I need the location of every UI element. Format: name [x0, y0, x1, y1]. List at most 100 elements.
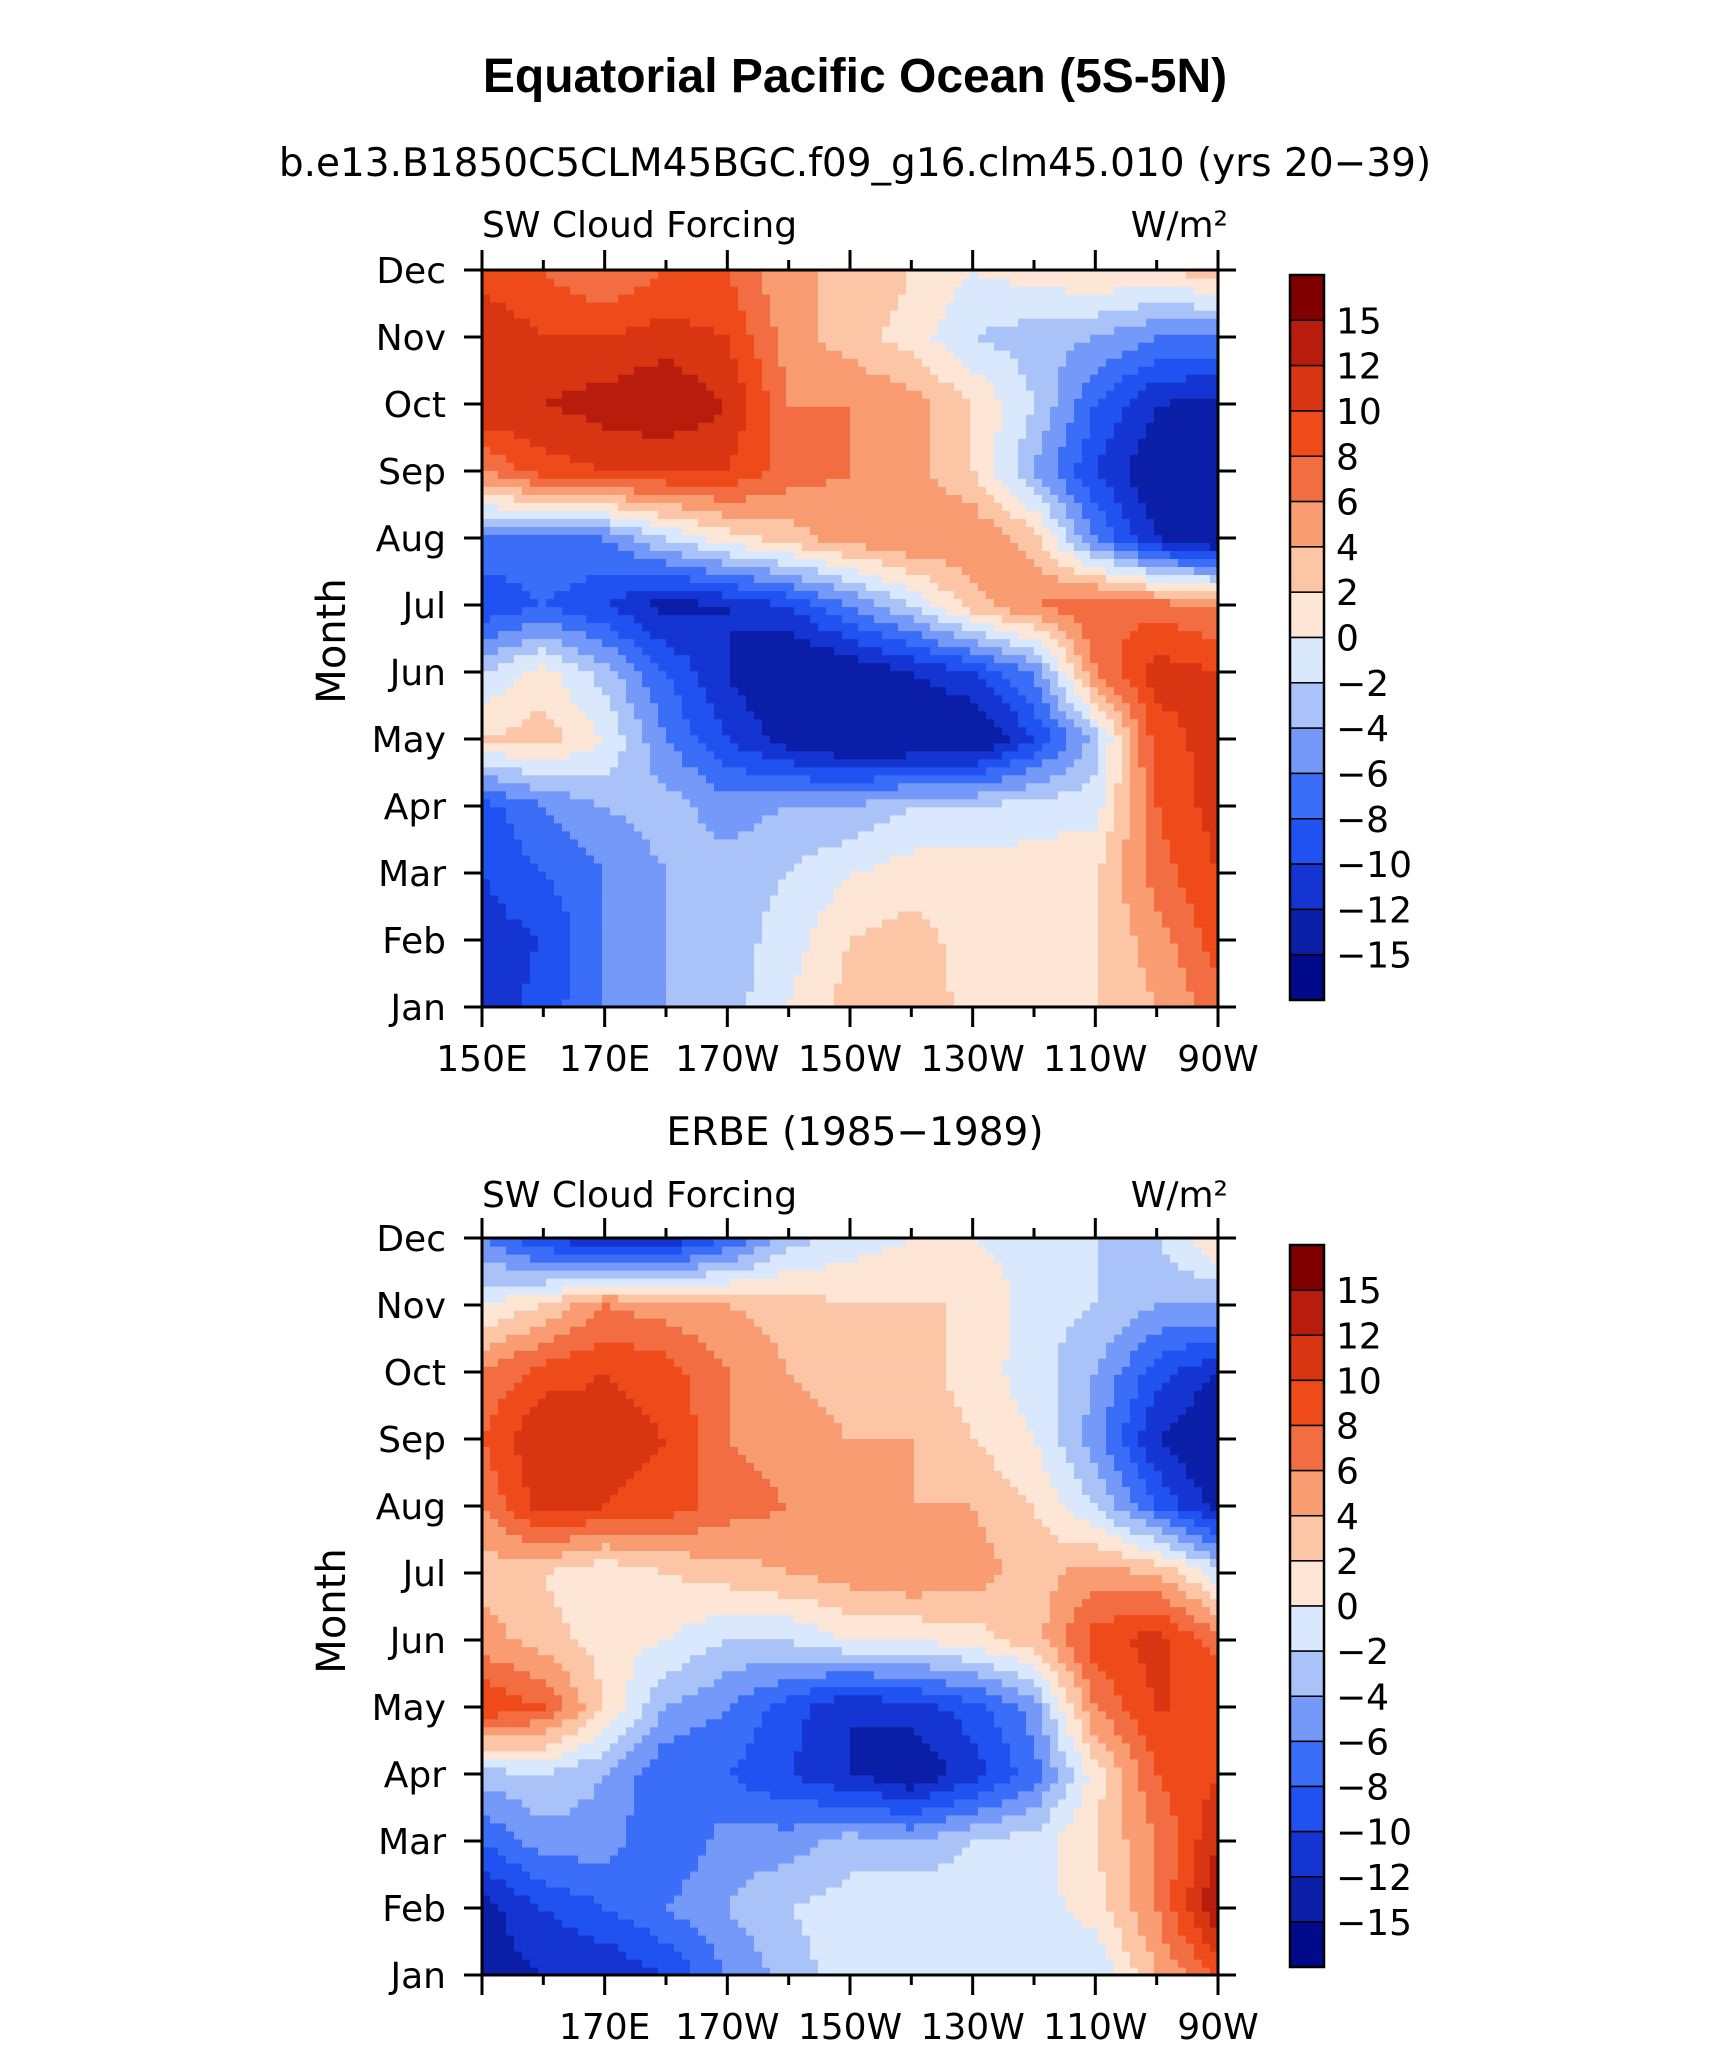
heatmap-cell	[1058, 574, 1067, 584]
heatmap-cell	[1146, 838, 1155, 848]
heatmap-cell	[530, 678, 539, 688]
heatmap-cell	[666, 774, 675, 784]
heatmap-cell	[674, 934, 683, 944]
heatmap-cell	[666, 598, 675, 608]
heatmap-cell	[482, 614, 491, 624]
heatmap-cell	[1098, 870, 1107, 880]
heatmap-cell	[898, 790, 907, 800]
heatmap-cell	[826, 726, 835, 736]
heatmap-cell	[578, 950, 587, 960]
heatmap-cell	[794, 726, 803, 736]
heatmap-cell	[610, 982, 619, 992]
heatmap-cell	[482, 718, 491, 728]
heatmap-cell	[858, 822, 867, 832]
heatmap-cell	[1186, 766, 1195, 776]
heatmap-cell	[978, 750, 987, 760]
heatmap-cell	[978, 574, 987, 584]
heatmap-cell	[682, 966, 691, 976]
heatmap-cell	[754, 638, 763, 648]
heatmap-cell	[930, 950, 939, 960]
heatmap-cell	[922, 670, 931, 680]
heatmap-cell	[794, 902, 803, 912]
heatmap-cell	[482, 598, 491, 608]
heatmap-cell	[898, 654, 907, 664]
heatmap-cell	[786, 806, 795, 816]
heatmap-cell	[1026, 886, 1035, 896]
heatmap-cell	[538, 574, 547, 584]
heatmap-cell	[1210, 822, 1219, 832]
heatmap-cell	[738, 662, 747, 672]
heatmap-cell	[602, 822, 611, 832]
heatmap-cell	[626, 806, 635, 816]
heatmap-cell	[1010, 918, 1019, 928]
heatmap-cell	[1058, 750, 1067, 760]
heatmap-cell	[1002, 758, 1011, 768]
heatmap-cell	[1162, 918, 1171, 928]
heatmap-cell	[626, 910, 635, 920]
heatmap-cell	[786, 998, 795, 1008]
heatmap-cell	[522, 662, 531, 672]
heatmap-cell	[1122, 798, 1131, 808]
heatmap-cell	[730, 662, 739, 672]
heatmap-cell	[1170, 926, 1179, 936]
heatmap-cell	[1090, 742, 1099, 752]
heatmap-cell	[762, 678, 771, 688]
heatmap-cell	[546, 830, 555, 840]
heatmap-cell	[594, 598, 603, 608]
heatmap-cell	[786, 942, 795, 952]
heatmap-cell	[674, 614, 683, 624]
heatmap-cell	[1082, 598, 1091, 608]
heatmap-cell	[1146, 950, 1155, 960]
heatmap-cell	[1002, 814, 1011, 824]
heatmap-cell	[970, 814, 979, 824]
heatmap-cell	[1170, 734, 1179, 744]
heatmap-cell	[1066, 662, 1075, 672]
heatmap-cell	[1186, 974, 1195, 984]
heatmap-cell	[818, 574, 827, 584]
heatmap-cell	[946, 718, 955, 728]
heatmap-cell	[706, 814, 715, 824]
heatmap-cell	[722, 950, 731, 960]
heatmap-cell	[714, 622, 723, 632]
heatmap-cell	[1050, 878, 1059, 888]
heatmap-cell	[818, 598, 827, 608]
heatmap-cell	[554, 678, 563, 688]
heatmap-cell	[834, 622, 843, 632]
heatmap-cell	[522, 894, 531, 904]
heatmap-cell	[1114, 622, 1123, 632]
heatmap-cell	[490, 574, 499, 584]
heatmap-cell	[634, 614, 643, 624]
heatmap-cell	[922, 854, 931, 864]
heatmap-cell	[762, 686, 771, 696]
heatmap-cell	[618, 950, 627, 960]
heatmap-cell	[1210, 782, 1219, 792]
heatmap-cell	[594, 894, 603, 904]
heatmap-cell	[714, 574, 723, 584]
heatmap-cell	[658, 854, 667, 864]
heatmap-cell	[1210, 694, 1219, 704]
heatmap-cell	[1098, 718, 1107, 728]
heatmap-cell	[498, 838, 507, 848]
heatmap-cell	[770, 758, 779, 768]
heatmap-cell	[986, 742, 995, 752]
heatmap-cell	[778, 590, 787, 600]
heatmap-cell	[586, 902, 595, 912]
heatmap-cell	[778, 630, 787, 640]
heatmap-cell	[994, 614, 1003, 624]
heatmap-cell	[1122, 870, 1131, 880]
heatmap-cell	[778, 710, 787, 720]
heatmap-cell	[962, 966, 971, 976]
heatmap-cell	[1026, 734, 1035, 744]
heatmap-cell	[858, 702, 867, 712]
heatmap-cell	[1058, 734, 1067, 744]
heatmap-cell	[634, 966, 643, 976]
heatmap-cell	[802, 918, 811, 928]
heatmap-cell	[626, 870, 635, 880]
heatmap-cell	[498, 606, 507, 616]
heatmap-cell	[1058, 934, 1067, 944]
heatmap-cell	[1098, 598, 1107, 608]
heatmap-cell	[938, 622, 947, 632]
heatmap-cell	[882, 966, 891, 976]
heatmap-cell	[674, 846, 683, 856]
heatmap-cell	[570, 766, 579, 776]
